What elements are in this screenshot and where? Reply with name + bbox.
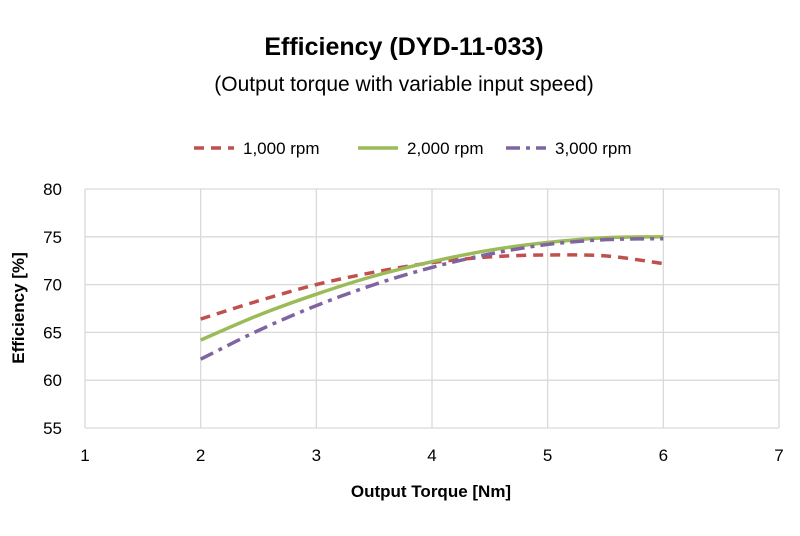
- series-line-2: [199, 235, 664, 342]
- x-tick-label: 2: [196, 446, 205, 465]
- x-tick-label: 1: [80, 446, 89, 465]
- legend-label-1: 1,000 rpm: [243, 139, 320, 158]
- y-tick-label: 70: [43, 276, 62, 295]
- x-tick-label: 5: [543, 446, 552, 465]
- x-tick-label: 3: [312, 446, 321, 465]
- y-tick-label: 55: [43, 419, 62, 438]
- x-tick-label: 7: [774, 446, 783, 465]
- y-tick-label: 75: [43, 228, 62, 247]
- x-tick-label: 4: [427, 446, 436, 465]
- y-tick-label: 60: [43, 371, 62, 390]
- legend: 1,000 rpm 2,000 rpm 3,000 rpm: [194, 139, 632, 158]
- legend-label-2: 2,000 rpm: [407, 139, 484, 158]
- x-axis-title: Output Torque [Nm]: [351, 482, 511, 501]
- x-axis-ticks: 1 2 3 4 5 6 7: [80, 446, 783, 465]
- series-layer: [199, 235, 664, 361]
- x-tick-label: 6: [659, 446, 668, 465]
- grid: [84, 188, 780, 429]
- y-axis-title: Efficiency [%]: [9, 252, 28, 363]
- series-line-3: [199, 236, 664, 361]
- chart-title: Efficiency (DYD-11-033): [264, 33, 543, 61]
- y-tick-label: 65: [43, 323, 62, 342]
- y-tick-label: 80: [43, 180, 62, 199]
- chart-subtitle: (Output torque with variable input speed…: [214, 73, 593, 96]
- y-axis-ticks: 55 60 65 70 75 80: [43, 180, 62, 438]
- legend-label-3: 3,000 rpm: [555, 139, 632, 158]
